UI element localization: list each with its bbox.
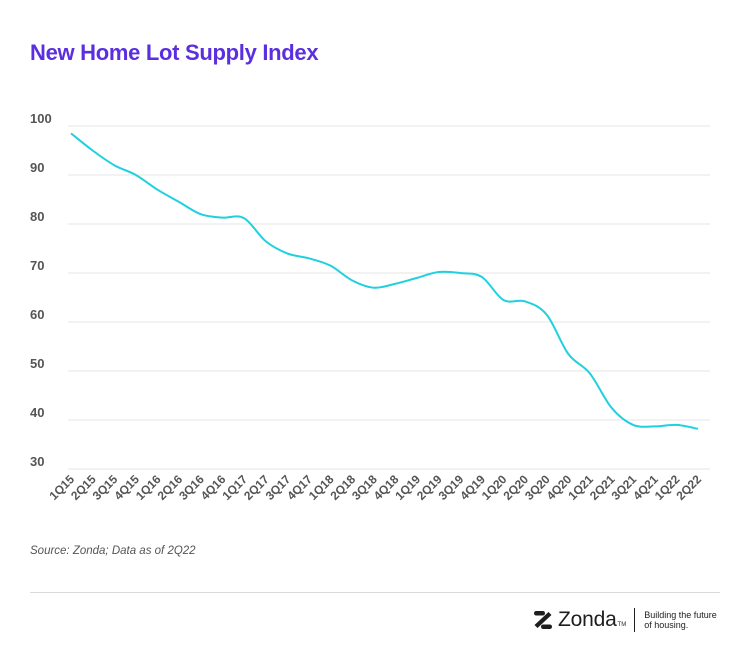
x-tick-label: 2Q22: [673, 472, 704, 503]
data-point-1Q20: [501, 297, 506, 302]
y-tick-label: 50: [30, 356, 44, 371]
data-point-1Q18: [328, 263, 333, 268]
data-point-3Q18: [371, 285, 376, 290]
data-point-3Q20: [544, 312, 549, 317]
data-point-2Q21: [609, 405, 614, 410]
data-point-3Q19: [458, 271, 463, 276]
data-point-1Q17: [241, 216, 246, 221]
grid-lines: [68, 125, 710, 470]
data-point-4Q15: [133, 173, 138, 178]
data-point-4Q18: [393, 281, 398, 286]
data-point-3Q21: [631, 422, 636, 427]
data-point-3Q15: [112, 163, 117, 168]
brand-trademark: TM: [617, 622, 627, 628]
data-point-4Q16: [220, 215, 225, 220]
y-axis-ticks: 30 40 50 60 70 80 90 100: [30, 111, 52, 469]
data-point-2Q16: [177, 199, 182, 204]
data-point-2Q20: [523, 299, 528, 304]
page-title: New Home Lot Supply Index: [30, 40, 319, 65]
brand-name: Zonda: [558, 608, 617, 631]
data-point-2Q19: [436, 270, 441, 275]
data-point-4Q21: [652, 424, 657, 429]
y-tick-label: 80: [30, 209, 44, 224]
footer-divider: [30, 592, 720, 593]
series-layer: [69, 131, 701, 431]
data-point-3Q16: [198, 212, 203, 217]
data-point-2Q22: [696, 426, 701, 431]
y-tick-label: 30: [30, 454, 44, 469]
series-line-0: [70, 132, 699, 430]
data-point-1Q22: [674, 422, 679, 427]
y-tick-label: 100: [30, 111, 52, 126]
brand-tagline: Building the future of housing.: [644, 610, 717, 630]
zonda-logo: Zonda TM Building the future of housing.: [534, 608, 724, 632]
data-point-1Q15: [69, 131, 74, 136]
data-point-1Q19: [414, 275, 419, 280]
data-point-2Q18: [350, 278, 355, 283]
line-chart: 30 40 50 60 70 80 90 100 1Q152Q153Q154Q151Q162Q…: [30, 111, 710, 503]
x-axis-ticks: 1Q152Q153Q154Q151Q162Q163Q164Q161Q172Q17…: [46, 472, 704, 503]
zonda-z-icon: [534, 611, 552, 629]
source-note: Source: Zonda; Data as of 2Q22: [30, 545, 196, 557]
data-point-1Q16: [155, 187, 160, 192]
y-tick-label: 70: [30, 258, 44, 273]
data-point-2Q17: [263, 239, 268, 244]
data-point-2Q15: [90, 148, 95, 153]
y-tick-label: 60: [30, 307, 44, 322]
data-point-3Q17: [285, 251, 290, 256]
logo-separator: [634, 608, 636, 632]
y-tick-label: 90: [30, 160, 44, 175]
data-point-4Q20: [566, 351, 571, 356]
data-point-4Q19: [479, 274, 484, 279]
data-point-4Q17: [306, 256, 311, 261]
y-tick-label: 40: [30, 405, 44, 420]
data-point-1Q21: [587, 371, 592, 376]
